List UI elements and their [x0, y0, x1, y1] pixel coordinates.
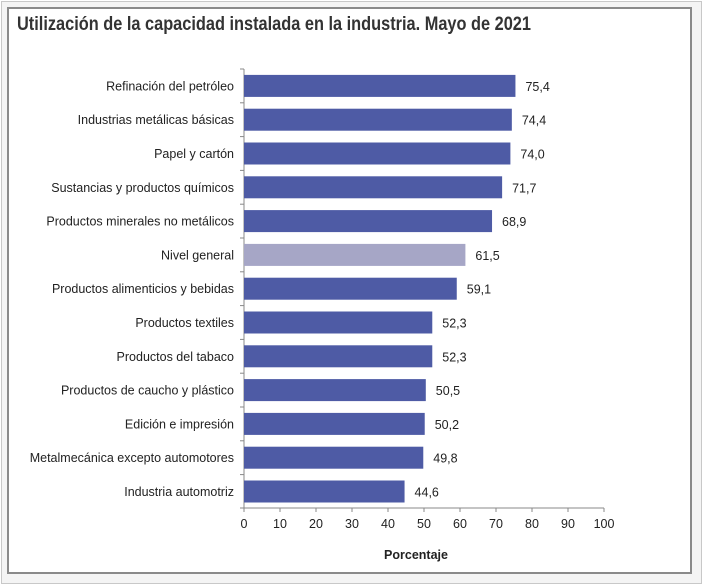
x-tick-label: 60	[453, 517, 467, 531]
bar	[244, 480, 405, 503]
value-label: 50,2	[435, 418, 459, 432]
x-tick-label: 90	[561, 517, 575, 531]
value-label: 61,5	[475, 249, 499, 263]
bar	[244, 176, 503, 199]
bar	[244, 446, 424, 469]
category-label: Productos textiles	[135, 316, 234, 330]
bar	[244, 243, 466, 266]
category-label: Papel y cartón	[154, 147, 234, 161]
x-tick-label: 70	[489, 517, 503, 531]
x-tick-label: 80	[525, 517, 539, 531]
category-label: Productos minerales no metálicos	[46, 215, 234, 229]
value-label: 74,4	[522, 114, 546, 128]
value-label: 59,1	[467, 283, 491, 297]
x-tick-label: 0	[241, 517, 248, 531]
category-label: Edición e impresión	[125, 417, 234, 431]
chart-title: Utilización de la capacidad instalada en…	[17, 14, 531, 35]
bar	[244, 345, 433, 368]
value-label: 68,9	[502, 215, 526, 229]
category-label: Industrias metálicas básicas	[78, 113, 234, 127]
bar	[244, 142, 511, 165]
category-label: Sustancias y productos químicos	[51, 181, 234, 195]
bar	[244, 108, 512, 131]
value-label: 50,5	[436, 384, 460, 398]
bar	[244, 412, 425, 435]
category-label: Refinación del petróleo	[106, 79, 234, 93]
x-tick-label: 20	[309, 517, 323, 531]
category-label: Metalmecánica excepto automotores	[30, 451, 234, 465]
x-tick-label: 40	[381, 517, 395, 531]
x-tick-label: 30	[345, 517, 359, 531]
x-tick-label: 50	[417, 517, 431, 531]
value-label: 52,3	[442, 317, 466, 331]
value-label: 75,4	[525, 80, 549, 94]
category-label: Productos de caucho y plástico	[61, 384, 234, 398]
value-label: 49,8	[433, 452, 457, 466]
value-label: 74,0	[520, 148, 544, 162]
value-label: 52,3	[442, 350, 466, 364]
category-label: Industria automotriz	[124, 485, 234, 499]
value-label: 71,7	[512, 181, 536, 195]
bar	[244, 379, 426, 402]
x-tick-label: 100	[594, 517, 615, 531]
bar	[244, 311, 433, 334]
category-label: Productos alimenticios y bebidas	[52, 282, 234, 296]
category-label: Productos del tabaco	[117, 350, 234, 364]
x-tick-label: 10	[273, 517, 287, 531]
bar	[244, 210, 493, 233]
x-axis-title: Porcentaje	[384, 548, 448, 562]
bar	[244, 74, 516, 97]
category-label: Nivel general	[161, 248, 234, 262]
bar	[244, 277, 457, 300]
value-label: 44,6	[415, 486, 439, 500]
